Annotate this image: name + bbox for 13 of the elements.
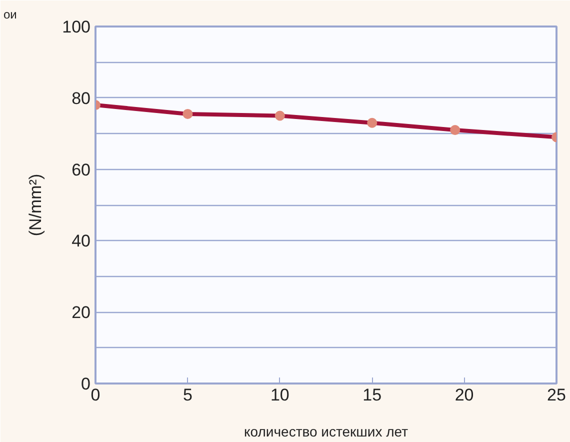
x-axis-title: количество истекших лет xyxy=(244,424,409,440)
x-tick-label: 15 xyxy=(362,386,382,404)
y-tick-label: 100 xyxy=(62,18,91,36)
x-tick-label: 20 xyxy=(454,386,474,404)
y-axis-title: (N/mm²) xyxy=(26,174,46,236)
y-tick-label: 80 xyxy=(72,88,91,108)
text: ои xyxy=(4,8,17,22)
y-tick-label: 20 xyxy=(72,303,91,322)
x-tick-label: 5 xyxy=(182,386,192,404)
y-tick-label: 60 xyxy=(72,160,91,180)
x-tick-label: 25 xyxy=(547,386,566,404)
y-tick-label: 40 xyxy=(72,232,91,251)
x-tick-label: 10 xyxy=(270,386,290,404)
